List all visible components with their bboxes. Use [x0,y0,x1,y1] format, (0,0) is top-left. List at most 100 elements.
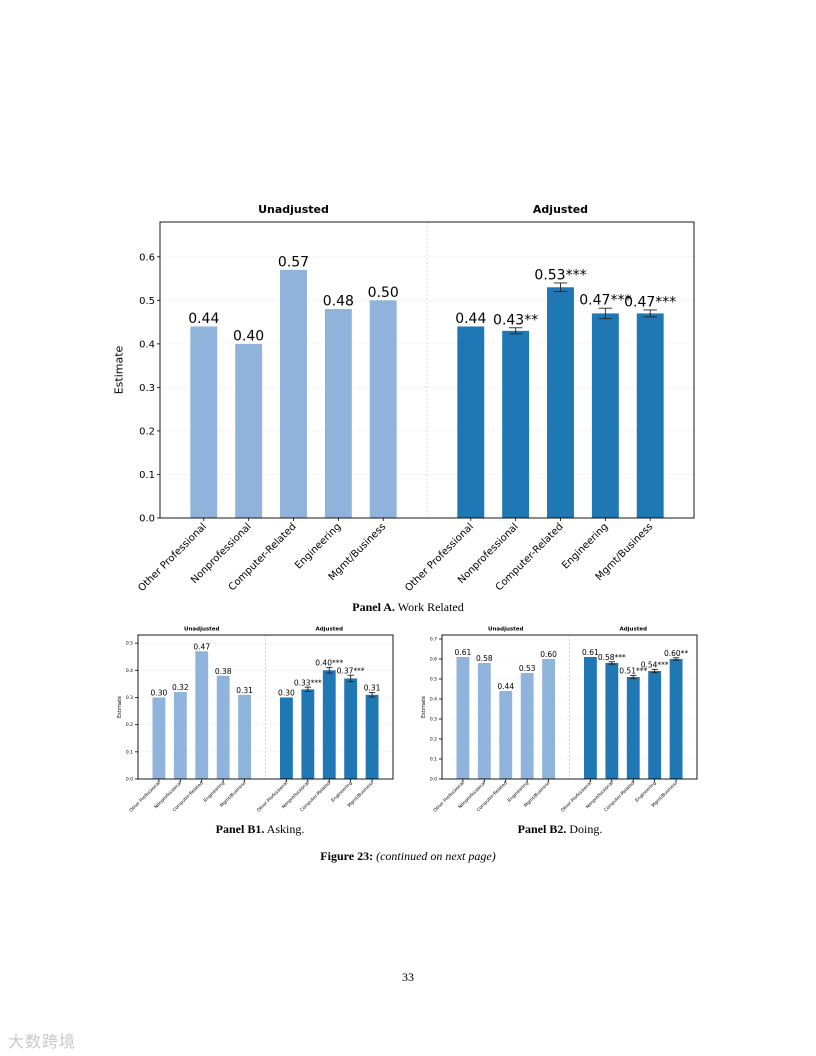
y-tick-label: 0.3 [126,695,133,701]
panel-b2-caption-label: Panel B2. [517,822,567,836]
data-label: 0.32 [172,683,189,692]
plot-frame [159,221,695,519]
group-title: Unadjusted [184,627,219,633]
group-title: Unadjusted [258,203,329,216]
bar [636,313,664,518]
bar [322,670,336,779]
bar [669,659,683,779]
y-tick-label: 0.5 [430,677,437,683]
y-tick-label: 0.0 [126,777,133,783]
bar [301,689,315,779]
plot-frame [137,634,394,780]
y-tick-label: 0.1 [430,757,437,763]
bar [457,326,485,518]
panel-b1-caption: Panel B1. Asking. [105,822,415,837]
panel-b1-caption-text: Asking. [266,822,305,836]
figure-caption-label: Figure 23: [320,849,374,863]
data-label: 0.38 [215,667,232,676]
y-tick-label: 0.1 [139,470,155,481]
bar [502,330,530,518]
data-label: 0.61 [455,648,472,657]
data-label: 0.58*** [598,653,626,662]
figure-caption: Figure 23: (continued on next page) [0,849,816,864]
panel-a-caption-text: Work Related [397,600,464,614]
data-label: 0.51*** [619,667,647,676]
bar [324,309,352,518]
bar [591,313,619,518]
bar [648,671,662,779]
page-number: 33 [402,970,414,984]
y-tick-label: 0.1 [126,749,133,755]
y-tick-label: 0.3 [430,717,437,723]
y-axis-label: Estimate [113,345,126,394]
bar [499,691,513,779]
watermark-logo: 大数跨境 [8,1032,77,1051]
data-label: 0.44 [497,682,514,691]
bar [626,677,640,779]
data-label: 0.40*** [315,659,343,668]
bar [173,692,187,779]
data-label: 0.53 [519,664,536,673]
x-tick-label: Engineering [507,780,530,803]
bar [365,694,379,779]
data-label: 0.30 [278,689,295,698]
bar [583,657,597,779]
y-tick-label: 0.6 [139,252,155,263]
bar [547,287,574,518]
data-label: 0.44 [188,311,219,327]
y-tick-label: 0.2 [126,722,133,728]
data-label: 0.31 [236,686,253,695]
data-label: 0.50 [368,285,399,301]
data-label: 0.43** [493,312,538,328]
data-label: 0.60** [664,649,688,658]
group-title: Adjusted [619,627,647,633]
bar [344,678,358,779]
data-label: 0.53*** [534,267,586,283]
y-tick-label: 0.4 [126,668,133,674]
panel-b2-caption-text: Doing. [569,822,603,836]
bar [369,300,397,518]
y-tick-label: 0.2 [139,426,155,437]
y-tick-label: 0.0 [139,514,155,525]
panel-a-caption: Panel A. Work Related [0,600,816,615]
y-axis-label: Estimate [421,696,427,718]
y-tick-label: 0.5 [126,641,133,647]
data-label: 0.44 [455,311,486,327]
bar [195,651,209,779]
y-tick-label: 0.4 [430,697,437,703]
y-tick-label: 0.4 [139,339,155,350]
y-axis-label: Estimate [117,696,123,718]
data-label: 0.37*** [337,666,365,675]
figure-caption-text: (continued on next page) [376,849,496,863]
y-tick-label: 0.2 [430,737,437,743]
panel-b1-caption-label: Panel B1. [215,822,265,836]
data-label: 0.61 [582,648,599,657]
data-label: 0.60 [540,650,557,659]
data-label: 0.40 [233,328,264,344]
bar [216,675,230,779]
y-tick-label: 0.3 [139,383,155,394]
panel-b2-caption: Panel B2. Doing. [405,822,715,837]
panel-a-caption-label: Panel A. [352,600,395,614]
x-tick-label: Engineering [634,780,657,803]
y-tick-label: 0.0 [430,777,437,783]
bar [542,659,556,779]
y-tick-label: 0.7 [430,637,437,643]
bar [238,694,252,779]
data-label: 0.47 [193,642,210,651]
data-label: 0.30 [151,689,168,698]
bar [605,663,619,779]
data-label: 0.48 [323,294,354,310]
bar [152,697,166,779]
data-label: 0.57 [278,254,309,270]
data-label: 0.31 [364,684,381,693]
data-label: 0.47*** [624,294,676,310]
y-tick-label: 0.5 [139,296,155,307]
data-label: 0.54*** [641,661,669,670]
data-label: 0.58 [476,654,493,663]
group-title: Adjusted [315,627,343,633]
bar [235,343,263,518]
